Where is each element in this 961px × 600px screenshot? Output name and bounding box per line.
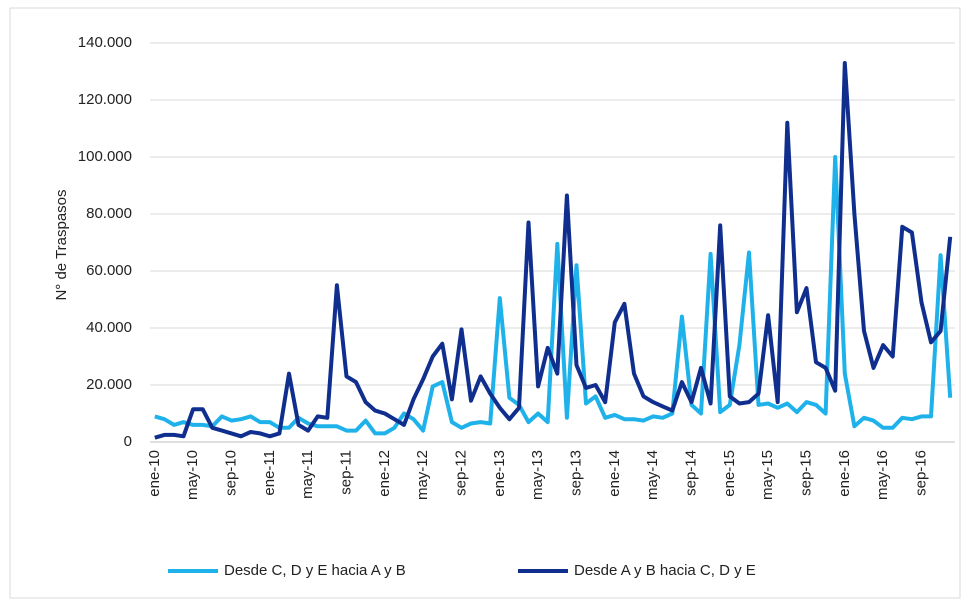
x-tick-label: ene-10	[146, 450, 163, 497]
x-tick-label: sep-13	[567, 450, 584, 496]
x-tick-label: may-16	[874, 450, 891, 500]
line-series	[154, 61, 953, 440]
y-tick-label: 140.000	[78, 34, 132, 51]
line-series	[154, 155, 953, 436]
x-tick-label: sep-11	[337, 450, 354, 495]
x-tick-label: may-14	[644, 450, 661, 500]
x-tick-label: sep-16	[912, 450, 929, 496]
x-tick-label: sep-15	[797, 450, 814, 496]
y-tick-label: 40.000	[86, 319, 132, 336]
x-tick-label: ene-13	[491, 450, 508, 497]
x-tick-label: ene-15	[721, 450, 738, 497]
y-tick-label: 80.000	[86, 205, 132, 222]
y-tick-label: 20.000	[86, 376, 132, 393]
x-tick-label: ene-16	[836, 450, 853, 497]
x-tick-label: sep-14	[682, 450, 699, 496]
chart-border	[9, 7, 961, 599]
x-tick-label: ene-14	[606, 450, 623, 497]
x-tick-label: may-10	[184, 450, 201, 500]
x-tick-label: may-15	[759, 450, 776, 500]
legend-label: Desde C, D y E hacia A y B	[224, 562, 406, 579]
x-tick-label: may-13	[529, 450, 546, 500]
x-tick-label: ene-12	[376, 450, 393, 497]
x-tick-label: sep-12	[452, 450, 469, 496]
y-tick-label: 60.000	[86, 262, 132, 279]
y-axis-title: N° de Traspasos	[53, 189, 70, 300]
x-tick-label: ene-11	[261, 450, 278, 496]
x-tick-label: sep-10	[222, 450, 239, 496]
x-tick-label: may-12	[414, 450, 431, 500]
x-tick-label: may-11	[299, 450, 316, 499]
y-tick-label: 100.000	[78, 148, 132, 165]
y-tick-label: 120.000	[78, 91, 132, 108]
y-tick-label: 0	[124, 433, 132, 450]
legend-label: Desde A y B hacia C, D y E	[574, 562, 756, 579]
